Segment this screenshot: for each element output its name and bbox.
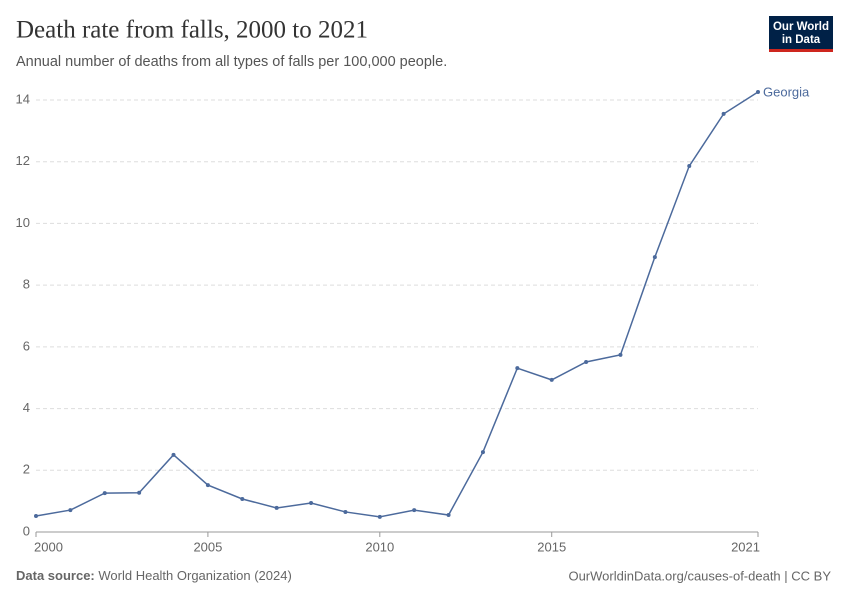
point [584,359,589,364]
x-tick-label: 2015 [537,539,566,554]
line [35,91,759,518]
point [205,483,210,488]
point [137,490,142,495]
series-label: Georgia [763,84,810,99]
point [34,513,38,518]
source: World Health Organization (2024) [98,568,291,583]
chart-subtitle: Annual number of deaths from all types o… [16,54,447,70]
logo-text: in Data [782,34,821,46]
point [309,500,314,505]
point [618,352,623,357]
y-tick-label: 0 [23,523,30,538]
x-tick-label: 2000 [34,539,63,554]
y-tick-label: 12 [16,153,30,168]
y-tick-label: 8 [23,277,30,292]
footer-source: Data source: World Health Organization (… [16,568,292,583]
point [274,505,279,510]
y-tick-label: 10 [16,215,30,230]
y-tick-label: 4 [23,400,30,415]
point [68,508,73,513]
point [240,496,245,501]
point [652,255,657,260]
logo[interactable]: Our World in Data [769,16,833,52]
point [171,452,176,457]
point [102,491,107,496]
point [377,514,382,519]
logo-bar [769,49,833,52]
point [343,509,348,514]
y-tick-label: 2 [23,462,30,477]
point [721,111,726,116]
x-tick-label: 2005 [193,539,222,554]
y-tick-label: 6 [23,338,30,353]
point [687,164,692,169]
chart-title: Death rate from falls, 2000 to 2021 [16,17,368,44]
point [446,513,451,518]
logo-text: Our World [773,21,829,33]
point [515,366,520,371]
logo-box [769,16,833,52]
footer-credit[interactable]: OurWorldinData.org/causes-of-death | CC … [568,568,831,583]
y-tick-label: 14 [16,91,30,106]
source-label: Data source: [16,568,95,583]
point [480,450,485,455]
x-tick-label: 2021 [731,539,760,554]
point [756,89,760,94]
x-tick-label: 2010 [365,539,394,554]
point [549,377,554,382]
point [412,508,417,513]
